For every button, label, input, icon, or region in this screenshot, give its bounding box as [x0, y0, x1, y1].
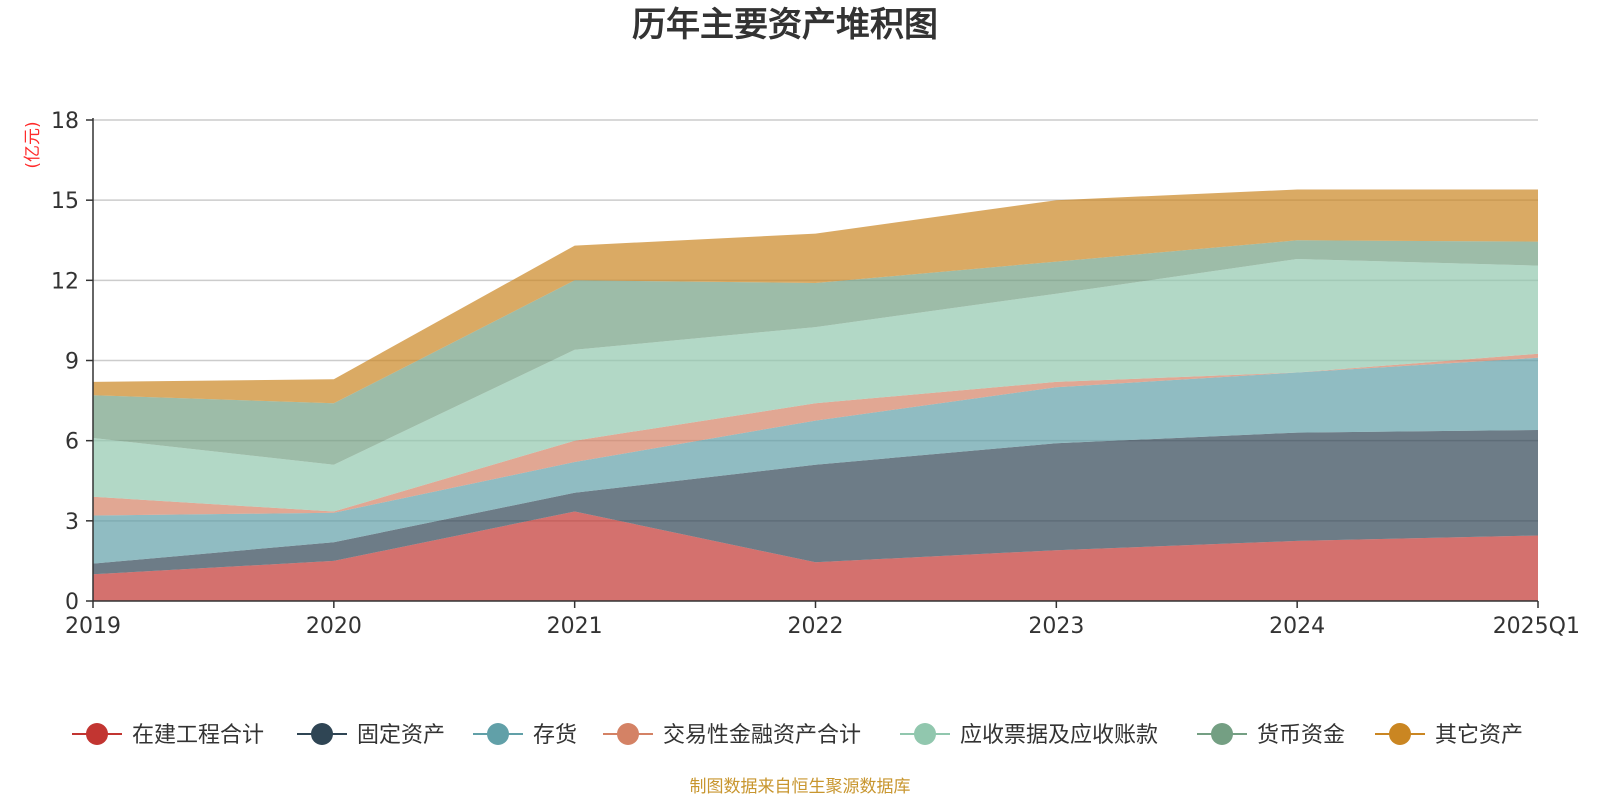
x-tick-label-0: 2019	[65, 614, 121, 639]
legend-marker	[86, 723, 108, 745]
legend-marker	[487, 723, 509, 745]
y-tick-label-1: 3	[65, 510, 79, 535]
legend-item-2[interactable]: 固定资产	[297, 723, 445, 748]
chart-title: 历年主要资产堆积图	[632, 5, 938, 45]
area-2	[93, 430, 1538, 575]
legend-label: 交易性金融资产合计	[663, 723, 861, 748]
y-tick-label-0: 0	[65, 590, 79, 615]
legend-marker	[1211, 723, 1233, 745]
legend-item-6[interactable]: 货币资金	[1197, 723, 1345, 748]
legend-marker	[617, 723, 639, 745]
legend-label: 其它资产	[1435, 723, 1523, 748]
y-tick-label-6: 18	[51, 109, 79, 134]
area-6	[93, 240, 1538, 465]
legend-item-7[interactable]: 其它资产	[1375, 723, 1523, 748]
source-note: 制图数据来自恒生聚源数据库	[690, 777, 911, 797]
legend-label: 货币资金	[1257, 723, 1345, 748]
area-1	[93, 511, 1538, 601]
y-tick-label-5: 15	[51, 189, 79, 214]
y-tick-label-2: 6	[65, 430, 79, 455]
area-7	[93, 189, 1538, 404]
legend-item-3[interactable]: 存货	[473, 723, 577, 748]
y-tick-label-3: 9	[65, 350, 79, 375]
legend: 在建工程合计 固定资产 存货 交易性金融资产合计 应收票据及应收账款 货币资金 其它资产	[72, 723, 1523, 748]
legend-item-4[interactable]: 交易性金融资产合计	[603, 723, 861, 748]
y-axis-unit: (亿元)	[23, 121, 43, 168]
legend-label: 在建工程合计	[132, 723, 264, 748]
axes: 0 3 6 9 12 15 18 2019 2020 2021 2022 2023 2024 2025Q1	[51, 109, 1580, 639]
legend-label: 固定资产	[357, 723, 445, 748]
x-tick-label-1: 2020	[306, 614, 362, 639]
legend-marker	[1389, 723, 1411, 745]
area-5	[93, 259, 1538, 512]
legend-item-1[interactable]: 在建工程合计	[72, 723, 264, 748]
y-tick-label-4: 12	[51, 269, 79, 294]
legend-label: 存货	[533, 723, 577, 748]
area-3	[93, 357, 1538, 564]
area-series	[93, 189, 1538, 601]
x-tick-label-2: 2021	[547, 614, 603, 639]
legend-item-5[interactable]: 应收票据及应收账款	[900, 723, 1158, 748]
x-tick-label-6: 2025Q1	[1493, 614, 1580, 639]
x-tick-label-5: 2024	[1269, 614, 1325, 639]
legend-label: 应收票据及应收账款	[960, 723, 1158, 748]
x-tick-label-4: 2023	[1028, 614, 1084, 639]
x-tick-label-3: 2022	[788, 614, 844, 639]
legend-marker	[914, 723, 936, 745]
legend-marker	[311, 723, 333, 745]
